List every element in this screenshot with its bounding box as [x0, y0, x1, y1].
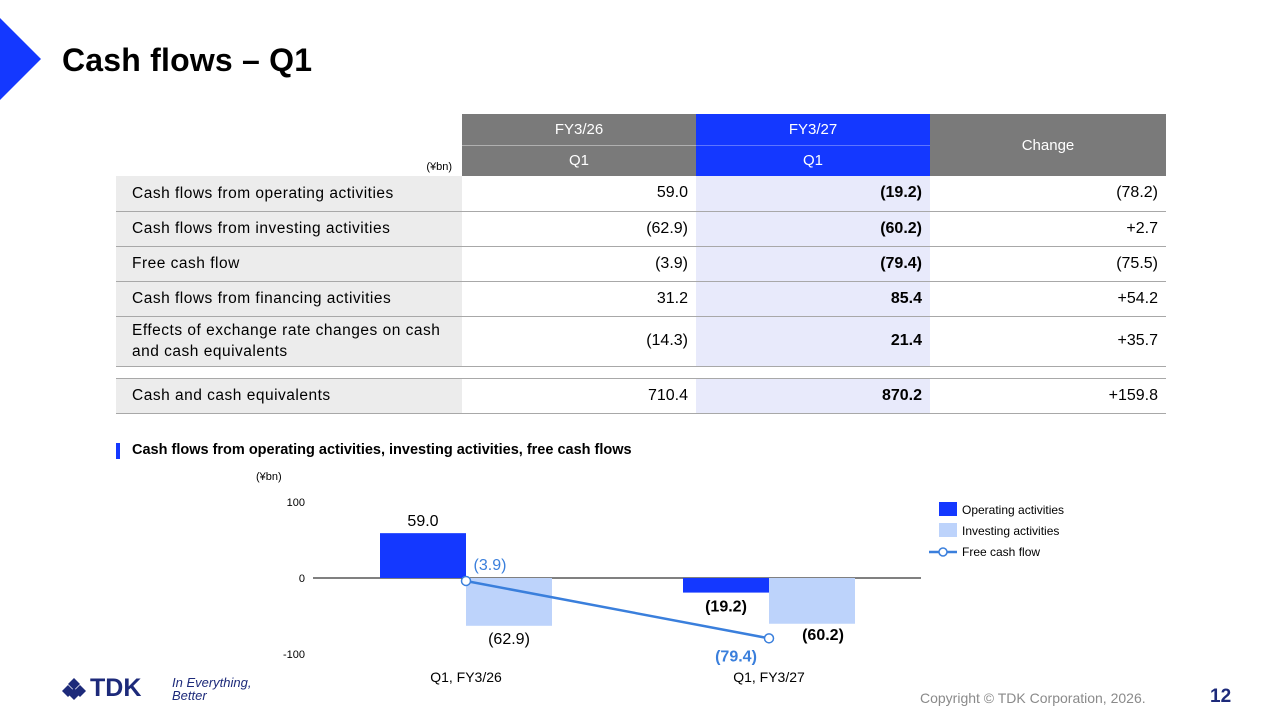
y-tick-label: 0	[299, 573, 305, 585]
header-row-2: Q1 Q1	[116, 145, 1166, 176]
copyright: Copyright © TDK Corporation, 2026.	[920, 690, 1146, 706]
data-label-investing: (62.9)	[488, 631, 530, 648]
value-change: +54.2	[930, 281, 1166, 317]
tdk-logo: TDK In Everything, Better	[62, 674, 252, 703]
value-fy26: (62.9)	[462, 211, 696, 247]
table-row: Cash flows from investing activities (62.…	[116, 211, 1166, 247]
fcf-line	[465, 579, 770, 640]
header-fy26: FY3/26	[462, 114, 696, 146]
row-label: Effects of exchange rate changes on cash…	[116, 316, 462, 367]
chart-subtitle: Cash flows from operating activities, in…	[116, 442, 632, 459]
row-label: Cash flows from investing activities	[116, 211, 462, 247]
table-body: Cash flows from operating activities 59.0…	[116, 176, 1166, 414]
header-q-fy26: Q1	[462, 145, 696, 176]
fcf-point	[763, 633, 775, 644]
tagline-line1: In Everything,	[172, 675, 252, 690]
header-q-fy27: Q1	[696, 145, 930, 176]
legend-swatch-investing	[939, 523, 957, 537]
y-tick-label: -100	[283, 649, 305, 661]
fcf-point	[460, 575, 472, 587]
y-tick-label: 100	[287, 497, 305, 509]
bar-operating	[683, 578, 769, 593]
data-label-operating: 59.0	[407, 513, 438, 530]
table-row: Cash flows from operating activities 59.0…	[116, 176, 1166, 212]
x-category-label: Q1, FY3/26	[430, 669, 502, 685]
page-title: Cash flows – Q1	[62, 42, 313, 78]
value-fy27: 870.2	[696, 377, 930, 414]
x-category-label: Q1, FY3/27	[733, 669, 805, 685]
table-row: Effects of exchange rate changes on cash…	[116, 316, 1166, 367]
table-row: Free cash flow (3.9) (79.4) (75.5)	[116, 246, 1166, 282]
legend-label-fcf: Free cash flow	[962, 545, 1040, 559]
value-fy26: 31.2	[462, 281, 696, 317]
row-label: Cash flows from financing activities	[116, 281, 462, 317]
legend-label-operating: Operating activities	[962, 503, 1064, 517]
page-number: 12	[1210, 686, 1232, 707]
table-row: Cash flows from financing activities 31.2…	[116, 281, 1166, 317]
value-fy27: 21.4	[696, 316, 930, 367]
value-change: +2.7	[930, 211, 1166, 247]
row-label: Cash and cash equivalents	[116, 377, 462, 414]
header-fy27: FY3/27	[696, 114, 930, 146]
value-fy27: 85.4	[696, 281, 930, 317]
value-fy26: 59.0	[462, 176, 696, 212]
table-spacer	[116, 366, 1166, 379]
value-fy26: 710.4	[462, 377, 696, 414]
legend-label-investing: Investing activities	[962, 524, 1059, 538]
data-label-fcf: (79.4)	[715, 648, 757, 665]
chart-unit: (¥bn)	[256, 471, 282, 483]
data-label-investing: (60.2)	[802, 627, 844, 644]
row-label: Cash flows from operating activities	[116, 176, 462, 212]
value-change: +35.7	[930, 316, 1166, 367]
cash-flow-table: (¥bn) FY3/26 FY3/27 Change Q1 Q1 Cash fl…	[116, 114, 1166, 414]
value-change: (78.2)	[930, 176, 1166, 212]
bar-investing	[769, 578, 855, 624]
value-fy27: (79.4)	[696, 246, 930, 282]
table-row: Cash and cash equivalents 710.4 870.2 +159.…	[116, 377, 1166, 414]
legend-swatch-operating	[939, 502, 957, 516]
bar-operating	[380, 533, 466, 578]
spacer-cell	[116, 366, 1166, 379]
header-row-1: (¥bn) FY3/26 FY3/27 Change	[116, 114, 1166, 176]
value-fy27: (19.2)	[696, 176, 930, 212]
value-fy26: (14.3)	[462, 316, 696, 367]
tagline-line2: Better	[172, 688, 207, 703]
value-fy27: (60.2)	[696, 211, 930, 247]
value-change: (75.5)	[930, 246, 1166, 282]
logo-text: TDK	[90, 674, 141, 702]
data-label-fcf: (3.9)	[474, 557, 507, 574]
data-label-operating: (19.2)	[705, 599, 747, 616]
bar-investing	[466, 578, 552, 626]
value-fy26: (3.9)	[462, 246, 696, 282]
row-label: Free cash flow	[116, 246, 462, 282]
corner-accent	[0, 18, 41, 100]
table-unit: (¥bn)	[116, 114, 462, 176]
value-change: +159.8	[930, 377, 1166, 414]
header-change: Change	[930, 114, 1166, 176]
legend-marker-fcf	[938, 547, 948, 557]
